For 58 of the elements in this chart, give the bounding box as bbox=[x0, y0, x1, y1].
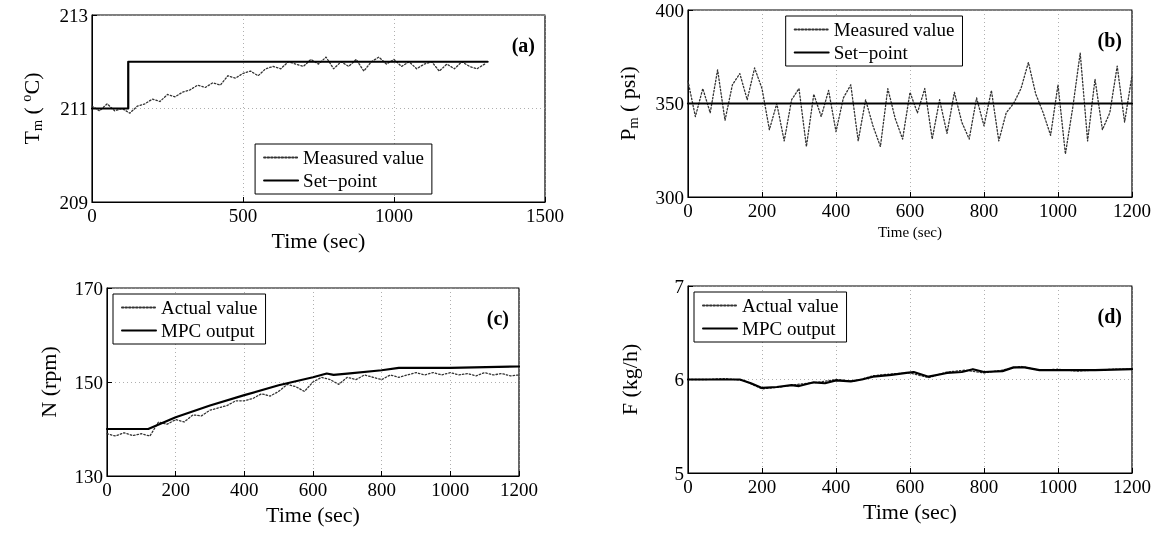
x-tick-label: 1200 bbox=[1113, 476, 1151, 497]
legend-label: Measured value bbox=[303, 147, 424, 168]
x-tick-label: 1000 bbox=[1039, 200, 1077, 221]
y-axis-title: F (kg/h) bbox=[616, 343, 642, 416]
legend-label: MPC output bbox=[742, 318, 837, 339]
y-tick-label: 300 bbox=[655, 186, 684, 208]
legend-label: Measured value bbox=[833, 19, 955, 40]
annotation: (b) bbox=[1097, 29, 1123, 52]
y-axis-title: Tm ( oC) bbox=[18, 72, 45, 145]
legend-label: Actual value bbox=[742, 295, 839, 316]
x-tick-label: 600 bbox=[298, 479, 328, 500]
y-tick-label: 7 bbox=[674, 275, 684, 297]
x-tick-label: 400 bbox=[821, 200, 851, 221]
x-tick-label: 800 bbox=[969, 476, 999, 497]
x-tick-label: 500 bbox=[228, 205, 258, 226]
x-tick-label: 600 bbox=[895, 200, 925, 221]
x-axis-title: Time (sec) bbox=[271, 228, 366, 254]
line-series bbox=[106, 371, 520, 437]
legend-label: Set−point bbox=[833, 42, 909, 63]
y-tick-label: 6 bbox=[674, 369, 684, 390]
x-tick-label: 1000 bbox=[1039, 476, 1077, 497]
x-tick-label: 1500 bbox=[526, 205, 564, 226]
x-axis-title: Time (sec) bbox=[877, 224, 943, 242]
y-tick-label: 170 bbox=[74, 277, 103, 299]
x-tick-label: 1200 bbox=[500, 479, 538, 500]
y-tick-label: 209 bbox=[59, 191, 88, 213]
x-axis-title: Time (sec) bbox=[863, 499, 957, 525]
y-axis-title: Pm ( psi) bbox=[615, 66, 641, 141]
x-tick-label: 1200 bbox=[1113, 200, 1151, 221]
x-tick-label: 0 bbox=[87, 205, 97, 226]
x-axis-title: Time (sec) bbox=[266, 502, 360, 528]
legend-label: MPC output bbox=[161, 320, 256, 341]
x-tick-label: 0 bbox=[683, 476, 693, 497]
y-tick-label: 400 bbox=[655, 0, 684, 21]
y-tick-label: 150 bbox=[74, 371, 103, 393]
annotation: (c) bbox=[486, 307, 510, 330]
y-tick-label: 213 bbox=[59, 4, 88, 26]
annotation: (d) bbox=[1097, 305, 1123, 328]
legend-label: Set−point bbox=[303, 170, 378, 191]
x-tick-label: 1000 bbox=[375, 205, 413, 226]
x-tick-label: 800 bbox=[367, 479, 396, 500]
x-tick-label: 600 bbox=[895, 476, 925, 497]
x-tick-label: 200 bbox=[747, 200, 777, 221]
x-tick-label: 800 bbox=[969, 200, 999, 221]
x-tick-label: 400 bbox=[821, 476, 851, 497]
annotation: (a) bbox=[511, 34, 536, 57]
x-tick-label: 0 bbox=[683, 200, 693, 221]
x-tick-label: 1000 bbox=[431, 479, 470, 500]
x-tick-label: 0 bbox=[102, 479, 112, 500]
y-tick-label: 5 bbox=[674, 462, 684, 484]
x-tick-label: 200 bbox=[161, 479, 190, 500]
y-axis-title: N (rpm) bbox=[35, 346, 61, 418]
y-tick-label: 350 bbox=[655, 93, 684, 114]
y-tick-label: 211 bbox=[60, 98, 88, 119]
x-tick-label: 200 bbox=[747, 476, 777, 497]
legend-label: Actual value bbox=[161, 297, 258, 318]
x-tick-label: 400 bbox=[230, 479, 259, 500]
y-tick-label: 130 bbox=[74, 465, 103, 487]
